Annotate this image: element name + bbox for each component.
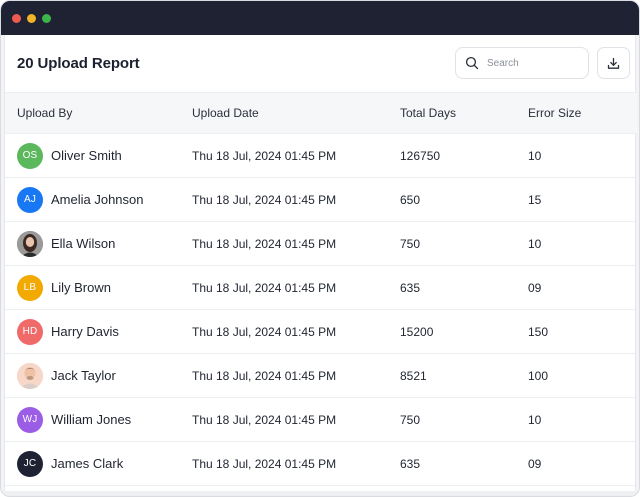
upload-date-cell: Thu 18 Jul, 2024 01:45 PM <box>192 236 337 251</box>
avatar-photo <box>17 362 43 389</box>
avatar-initials: WJ <box>22 414 38 425</box>
table-row[interactable]: Jack Taylor Thu 18 Jul, 2024 01:45 PM 85… <box>5 354 637 398</box>
download-icon <box>607 57 620 70</box>
upload-by-cell: Jack Taylor <box>17 362 116 389</box>
avatar: AJ <box>17 186 43 213</box>
avatar-initials: OS <box>22 150 38 161</box>
user-name: Ella Wilson <box>51 236 116 251</box>
error-size-cell: 09 <box>528 456 542 471</box>
upload-date-cell: Thu 18 Jul, 2024 01:45 PM <box>192 324 337 339</box>
column-header-upload-date[interactable]: Upload Date <box>192 106 259 120</box>
avatar: HD <box>17 318 43 345</box>
error-size-cell: 150 <box>528 324 549 339</box>
maximize-window-button[interactable] <box>42 13 51 23</box>
download-button[interactable] <box>597 47 630 79</box>
user-name: William Jones <box>51 412 132 427</box>
total-days-cell: 8521 <box>400 368 427 383</box>
avatar-photo <box>17 230 43 257</box>
table-row[interactable]: Ella Wilson Thu 18 Jul, 2024 01:45 PM 75… <box>5 222 637 266</box>
close-window-button[interactable] <box>12 13 21 23</box>
avatar-initials: JC <box>23 458 37 469</box>
column-header-error-size[interactable]: Error Size <box>528 106 582 120</box>
total-days-cell: 635 <box>400 456 421 471</box>
table-header: Upload By Upload Date Total Days Error S… <box>5 92 637 134</box>
user-name: Jack Taylor <box>51 368 116 383</box>
user-name: Harry Davis <box>51 324 119 339</box>
upload-by-cell: Ella Wilson <box>17 230 116 257</box>
avatar: OS <box>17 142 43 169</box>
table-row[interactable]: JC James Clark Thu 18 Jul, 2024 01:45 PM… <box>5 442 637 486</box>
report-panel: 20 Upload Report <box>4 35 637 491</box>
table-row[interactable]: AJ Amelia Johnson Thu 18 Jul, 2024 01:45… <box>5 178 637 222</box>
total-days-cell: 750 <box>400 412 421 427</box>
page-title: 20 Upload Report <box>17 55 140 72</box>
total-days-cell: 750 <box>400 236 421 251</box>
avatar: JC <box>17 450 43 477</box>
total-days-cell: 15200 <box>400 324 434 339</box>
table-row[interactable]: LB Lily Brown Thu 18 Jul, 2024 01:45 PM … <box>5 266 637 310</box>
table-row[interactable]: WJ William Jones Thu 18 Jul, 2024 01:45 … <box>5 398 637 442</box>
upload-date-cell: Thu 18 Jul, 2024 01:45 PM <box>192 456 337 471</box>
upload-by-cell: WJ William Jones <box>17 406 132 433</box>
total-days-cell: 635 <box>400 280 421 295</box>
error-size-cell: 100 <box>528 368 549 383</box>
column-header-total-days[interactable]: Total Days <box>400 106 457 120</box>
column-header-upload-by[interactable]: Upload By <box>17 106 73 120</box>
avatar: LB <box>17 274 43 301</box>
user-name: Lily Brown <box>51 280 111 295</box>
table-row[interactable]: OS Oliver Smith Thu 18 Jul, 2024 01:45 P… <box>5 134 637 178</box>
report-header: 20 Upload Report <box>5 35 635 92</box>
total-days-cell: 126750 <box>400 148 441 163</box>
upload-date-cell: Thu 18 Jul, 2024 01:45 PM <box>192 192 337 207</box>
table-body: OS Oliver Smith Thu 18 Jul, 2024 01:45 P… <box>5 134 637 486</box>
search-box[interactable] <box>455 47 589 79</box>
user-name: James Clark <box>51 456 124 471</box>
search-input[interactable] <box>487 57 577 69</box>
avatar-initials: AJ <box>23 194 37 205</box>
total-days-cell: 650 <box>400 192 421 207</box>
upload-by-cell: AJ Amelia Johnson <box>17 186 144 213</box>
avatar: WJ <box>17 406 43 433</box>
user-name: Amelia Johnson <box>51 192 144 207</box>
upload-by-cell: JC James Clark <box>17 450 124 477</box>
error-size-cell: 10 <box>528 412 542 427</box>
upload-date-cell: Thu 18 Jul, 2024 01:45 PM <box>192 368 337 383</box>
table-row[interactable]: HD Harry Davis Thu 18 Jul, 2024 01:45 PM… <box>5 310 637 354</box>
upload-date-cell: Thu 18 Jul, 2024 01:45 PM <box>192 148 337 163</box>
error-size-cell: 10 <box>528 236 542 251</box>
window-bottom-edge <box>1 491 639 496</box>
upload-by-cell: LB Lily Brown <box>17 274 111 301</box>
minimize-window-button[interactable] <box>27 13 36 23</box>
error-size-cell: 09 <box>528 280 542 295</box>
avatar-initials: HD <box>22 326 38 337</box>
upload-date-cell: Thu 18 Jul, 2024 01:45 PM <box>192 412 337 427</box>
error-size-cell: 15 <box>528 192 542 207</box>
search-icon <box>465 56 479 70</box>
error-size-cell: 10 <box>528 148 542 163</box>
upload-by-cell: OS Oliver Smith <box>17 142 122 169</box>
user-name: Oliver Smith <box>51 148 122 163</box>
avatar-initials: LB <box>23 282 37 293</box>
upload-date-cell: Thu 18 Jul, 2024 01:45 PM <box>192 280 337 295</box>
title-bar <box>1 1 639 35</box>
upload-by-cell: HD Harry Davis <box>17 318 119 345</box>
